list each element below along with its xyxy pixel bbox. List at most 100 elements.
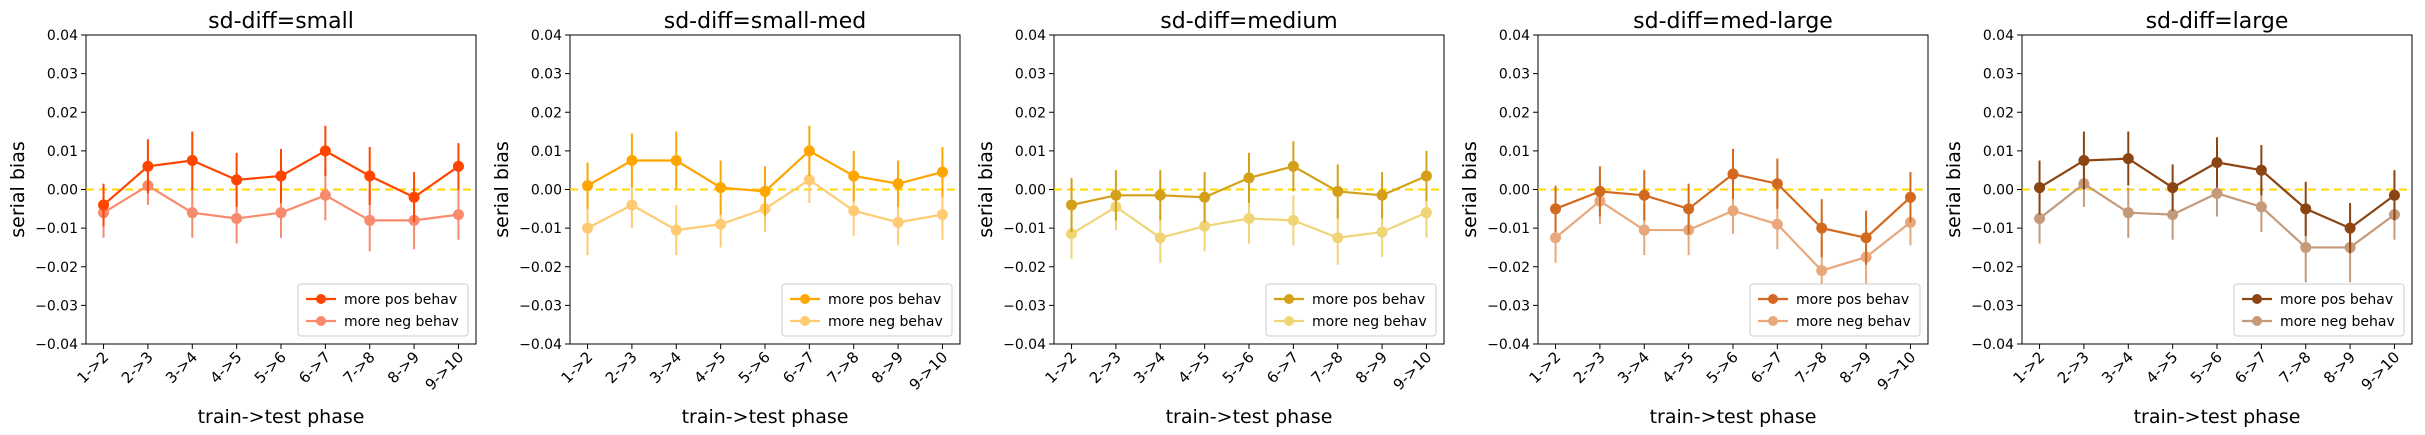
y-tick-label: 0.02 [531,105,562,121]
y-axis-label: serial bias [7,141,29,238]
data-point [759,185,771,197]
chart-title: sd-diff=med-large [1633,9,1833,34]
x-tick-label: 6->7 [1263,348,1302,387]
x-tick-label: 5->6 [2187,348,2226,387]
x-tick-label: 9->10 [906,348,952,394]
legend-label: more neg behav [828,314,943,330]
data-point [1727,205,1739,217]
data-point [1199,191,1211,203]
y-tick-label: −0.01 [1971,221,2014,237]
y-tick-label: 0.01 [1499,144,1530,160]
legend-marker [800,316,810,326]
data-point [2167,209,2179,221]
x-tick-label: 7->8 [2276,348,2315,387]
x-tick-label: 6->7 [1747,348,1786,387]
x-tick-label: 1->2 [557,348,596,387]
series-more-pos-behav [582,125,948,217]
data-point [275,170,287,182]
y-tick-label: 0.04 [1015,28,1046,44]
data-point [892,178,904,190]
x-tick-label: 3->4 [1130,348,1169,387]
data-point [2255,201,2267,213]
x-tick-label: 7->8 [340,348,379,387]
y-tick-label: −0.04 [1487,337,1530,353]
y-tick-label: −0.02 [1003,260,1046,276]
legend-marker [316,294,326,304]
data-point [2211,156,2223,168]
chart-panel-3: sd-diff=medium −0.04 −0.03 −0.02 −0.01 0.00 0.… [975,9,1445,428]
data-point [2122,207,2134,219]
legend: more pos behav more neg behav [781,283,953,337]
y-tick-label: −0.04 [1003,337,1046,353]
x-tick-label: 4->5 [2143,348,2182,387]
data-point [2344,222,2356,234]
y-tick-label: 0.04 [531,28,562,44]
data-point [1287,160,1299,172]
x-tick-label: 9->10 [2358,348,2404,394]
data-point [1904,191,1916,203]
x-tick-label: 9->10 [422,348,468,394]
chart-title: sd-diff=small [208,9,354,34]
legend-box [781,283,953,337]
data-point [1110,189,1122,201]
data-point [803,145,815,157]
legend-label: more pos behav [828,292,941,308]
y-tick-label: 0.00 [47,183,78,199]
data-point [1376,226,1388,238]
x-tick-label: 3->4 [2098,348,2137,387]
chart-panel-5: sd-diff=large −0.04 −0.03 −0.02 −0.01 0.00 0.0… [1943,9,2413,428]
data-point [1638,189,1650,201]
legend-box [1265,283,1437,337]
data-point [670,224,682,236]
legend: more pos behav more neg behav [297,283,469,337]
data-point [1771,218,1783,230]
legend-label: more neg behav [1312,314,1427,330]
series-more-pos-behav [1550,148,1916,265]
data-point [1550,232,1562,244]
data-point [1154,189,1166,201]
x-axis-label: train->test phase [682,406,849,428]
data-point [408,191,420,203]
data-point [452,209,464,221]
legend-label: more neg behav [2280,314,2395,330]
legend-label: more pos behav [1796,292,1909,308]
legend-marker [1284,316,1294,326]
x-tick-label: 7->8 [824,348,863,387]
y-tick-label: −0.01 [1003,221,1046,237]
y-tick-label: −0.03 [519,298,562,314]
chart-panel-2: sd-diff=small-med −0.04 −0.03 −0.02 −0.01 0.0… [491,9,961,428]
legend-marker [316,316,326,326]
x-tick-label: 2->3 [2054,348,2093,387]
x-tick-label: 7->8 [1792,348,1831,387]
legend-marker [1768,294,1778,304]
x-tick-label: 1->2 [1525,348,1564,387]
x-tick-label: 4->5 [1659,348,1698,387]
x-tick-label: 2->3 [118,348,157,387]
data-point [1332,185,1344,197]
data-point [319,145,331,157]
legend-marker [1768,316,1778,326]
data-point [1771,178,1783,190]
y-tick-label: 0.00 [531,183,562,199]
data-point [1199,220,1211,232]
x-tick-label: 2->3 [1086,348,1125,387]
data-point [364,170,376,182]
legend-label: more pos behav [344,292,457,308]
y-tick-label: 0.01 [1983,144,2014,160]
data-point [2078,155,2090,167]
x-tick-label: 2->3 [1570,348,1609,387]
y-tick-label: −0.02 [519,260,562,276]
x-axis-label: train->test phase [198,406,365,428]
data-point [2122,153,2134,165]
legend-box [1749,283,1921,337]
data-point [936,166,948,178]
y-tick-label: 0.01 [47,144,78,160]
y-tick-label: 0.02 [1015,105,1046,121]
data-point [848,205,860,217]
y-tick-label: 0.03 [1015,67,1046,83]
data-point [1816,265,1828,277]
x-tick-label: 3->4 [1614,348,1653,387]
data-point [1594,185,1606,197]
data-point [892,216,904,228]
y-tick-label: 0.03 [47,67,78,83]
